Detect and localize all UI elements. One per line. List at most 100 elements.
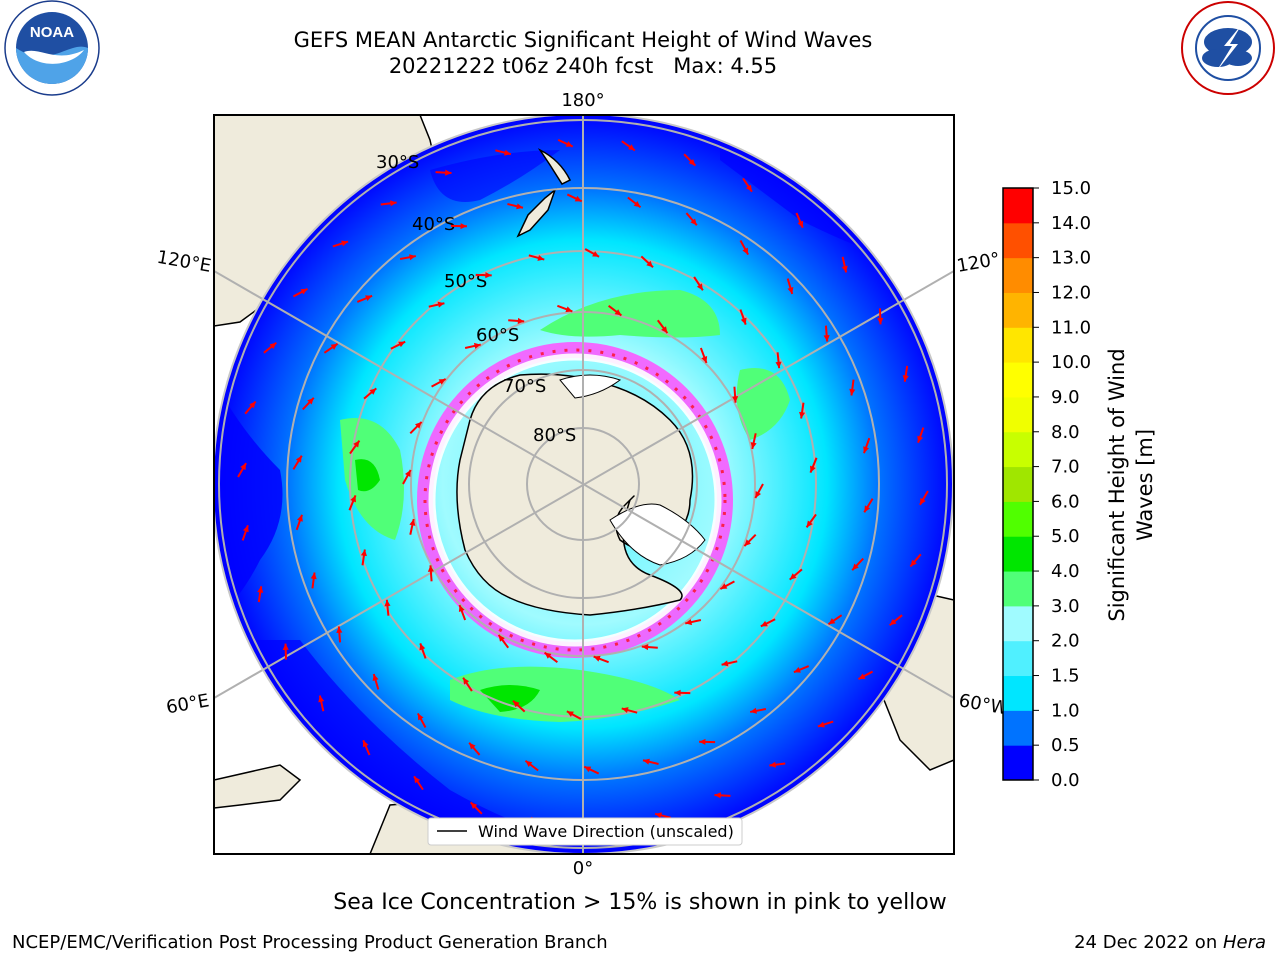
colorbar-tick-label: 4.0 [1051, 561, 1080, 582]
colorbar-tick-label: 1.0 [1051, 700, 1080, 721]
wave-arrow-head [701, 355, 708, 363]
wave-arrow-head [469, 742, 476, 750]
wave-arrow-head [789, 573, 797, 580]
wave-arrow-head [864, 505, 871, 513]
wave-arrow-head [470, 802, 478, 810]
colorbar-swatch [1003, 327, 1033, 363]
wave-arrow-head [919, 497, 926, 505]
wave-arrow-head [732, 396, 739, 403]
madagascar-land [214, 764, 302, 809]
wave-arrow-head [389, 200, 397, 207]
wave-arrow-head [445, 169, 452, 176]
colorbar-tick-label: 2.0 [1051, 631, 1080, 652]
sea-ice-note: Sea Ice Concentration > 15% is shown in … [333, 890, 947, 915]
wave-arrow-head [592, 251, 600, 257]
wave-arrow-head [852, 563, 859, 571]
wave-arrow-head [797, 220, 804, 228]
footer-date-text: 24 Dec 2022 on [1074, 932, 1223, 953]
lon-label-180: 180° [561, 90, 604, 111]
wave-arrow-head [417, 713, 424, 721]
wave-arrow-head [318, 695, 325, 703]
map-frame [213, 114, 955, 855]
wave-arrow-head [463, 677, 470, 685]
wave-arrow-head [517, 317, 525, 324]
wave-arrow-head [775, 361, 782, 369]
map-legend [427, 817, 743, 846]
lat-label-80: 80°S [533, 425, 576, 446]
wave-arrow-head [458, 605, 465, 613]
wave-arrow-head [806, 520, 813, 528]
colorbar-swatch [1003, 362, 1033, 398]
colorbar-tick-label: 5.0 [1051, 526, 1080, 547]
lon-label-120e: 120°E [155, 247, 213, 277]
colorbar-swatch [1003, 501, 1033, 537]
wave-arrow-head [485, 272, 492, 279]
wave-arrow-head [282, 643, 289, 651]
wave-arrow-head [699, 738, 706, 745]
wave-arrow-head [297, 514, 303, 522]
wave-arrow-head [740, 317, 747, 325]
wave-arrow-head [917, 435, 924, 443]
wave-arrow-head [714, 792, 721, 799]
wave-arrow-head [877, 317, 884, 325]
colorbar-tick-label: 0.0 [1051, 770, 1080, 791]
colorbar-tick-label: 0.5 [1051, 735, 1080, 756]
wave-arrow-head [460, 223, 467, 230]
wave-arrow-head [828, 618, 836, 625]
wave-arrow-head [574, 195, 582, 202]
wave-arrow-head [858, 673, 866, 680]
colorbar-swatch [1003, 466, 1033, 502]
wave-arrow-head [661, 326, 668, 334]
wave-arrow-head [330, 343, 338, 350]
wave-arrow-head [372, 674, 379, 681]
wave-arrow-head [310, 572, 317, 580]
colorbar-frame [1002, 187, 1034, 781]
wave-arrow-head [643, 758, 650, 765]
wave-arrow-head [685, 619, 693, 626]
colorbar-tick-label: 11.0 [1051, 317, 1091, 338]
wave-arrow-head [889, 618, 897, 626]
lon-label-120w: 120° [955, 249, 1001, 277]
wave-arrow-head [414, 776, 421, 784]
colorbar-tick-label: 14.0 [1051, 213, 1091, 234]
colorbar-swatch [1003, 292, 1033, 328]
wave-arrow-head [641, 644, 649, 651]
wave-arrow-head [793, 666, 801, 673]
wave-arrow-head [341, 240, 349, 247]
lon-label-0: 0° [573, 858, 593, 879]
wave-arrow-head [419, 643, 426, 651]
wave-arrow-head [566, 711, 574, 717]
wave-arrow-head [690, 218, 697, 226]
wave-arrow-head [498, 634, 505, 642]
wave-arrow-head [628, 144, 635, 151]
wave-arrow-head [841, 265, 848, 273]
wave-arrow-head [745, 184, 752, 192]
noaa-wordmark: NOAA [30, 24, 74, 41]
graticule [214, 115, 954, 854]
wave-arrow-head [696, 283, 703, 291]
wave-arrow-head [504, 149, 511, 156]
wave-arrow-head [799, 411, 806, 419]
wave-arrow-head [409, 254, 416, 261]
colorbar-tick-label: 15.0 [1051, 178, 1091, 199]
colorbar: 0.0 0.5 1.0 1.5 2.0 3.0 4.0 5.0 6.0 7.0 8.0 9.0 10.0… [1002, 178, 1091, 791]
legend-label: Wind Wave Direction (unscaled) [478, 822, 734, 841]
wave-arrow-head [621, 707, 629, 714]
wave-arrow-head [544, 652, 552, 659]
colorbar-tick-label: 7.0 [1051, 457, 1080, 478]
chart-title-line1: GEFS MEAN Antarctic Significant Height o… [293, 28, 873, 52]
wave-arrow-head [750, 707, 757, 714]
wave-arrow-head [350, 495, 356, 503]
wave-arrow-head [516, 203, 523, 210]
new-zealand-land [516, 148, 572, 238]
colorbar-tick-label: 6.0 [1051, 491, 1080, 512]
colorbar-tick-label: 8.0 [1051, 422, 1080, 443]
lat-label-70: 70°S [503, 376, 546, 397]
wave-arrow-head [910, 559, 917, 567]
wave-arrow-head [742, 247, 749, 255]
lat-label-60: 60°S [476, 325, 519, 346]
wave-arrow-head [863, 446, 869, 454]
nws-logo-icon [1181, 1, 1275, 95]
colorbar-tick-label: 3.0 [1051, 596, 1080, 617]
